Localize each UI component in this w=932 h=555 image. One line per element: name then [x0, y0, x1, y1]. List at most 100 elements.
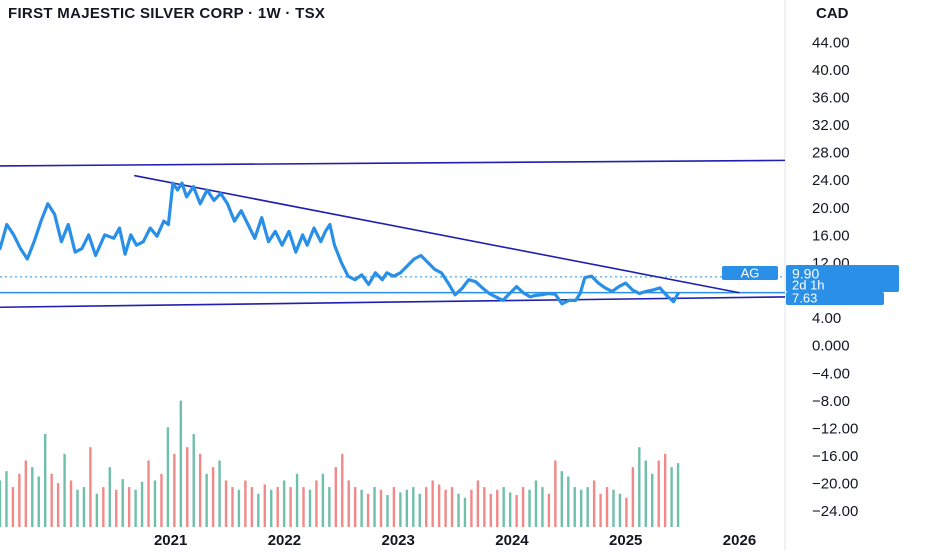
volume-bar	[463, 497, 467, 527]
price-series	[0, 181, 680, 306]
y-tick-label: 20.00	[812, 200, 850, 217]
y-tick-label: 16.00	[812, 227, 850, 244]
volume-bar	[379, 489, 383, 527]
volume-bar	[605, 487, 609, 527]
x-tick-label: 2025	[609, 532, 642, 549]
volume-bar	[153, 480, 157, 527]
volume-bar	[5, 471, 8, 527]
volume-bar	[515, 495, 518, 527]
y-tick-label: 24.00	[812, 172, 850, 189]
y-tick-label: 40.00	[812, 62, 850, 79]
y-tick-label: 32.00	[812, 117, 850, 134]
y-tick-label: 4.00	[812, 310, 841, 327]
volume-bar	[625, 497, 628, 527]
volume-bar	[638, 447, 641, 527]
trendline-3[interactable]	[0, 296, 786, 309]
volume-bar	[399, 492, 402, 527]
trendline-2[interactable]	[134, 174, 740, 294]
y-tick-label: −12.00	[812, 420, 858, 437]
volume-bar	[483, 487, 486, 527]
volume-bar	[140, 481, 144, 527]
volume-bar	[24, 460, 28, 527]
y-tick-label: −8.00	[812, 393, 850, 410]
volume-bar	[534, 480, 538, 527]
y-tick-label: 36.00	[812, 89, 850, 106]
volume-bar	[450, 487, 454, 527]
volume-bar	[334, 467, 338, 527]
volume-bar	[224, 480, 228, 527]
volume-bar	[644, 460, 647, 527]
x-axis-ticks: 2021 2022 2023 2024 2025 2026	[154, 532, 756, 549]
volume-bar	[386, 495, 389, 527]
volume-bar	[173, 453, 176, 527]
volume-bar	[231, 487, 234, 527]
last-price-tag	[786, 265, 899, 292]
level-tag	[786, 292, 884, 305]
volume-bar	[328, 487, 331, 527]
volume-bar	[31, 467, 34, 527]
volume-bar	[341, 453, 344, 527]
symbol-tag	[722, 266, 778, 280]
volume-bar	[127, 487, 131, 527]
volume-bar	[425, 487, 428, 527]
y-tick-label: 44.00	[812, 34, 850, 51]
volume-bar	[134, 489, 137, 527]
volume-bar	[418, 493, 421, 527]
trendline-1[interactable]	[0, 159, 786, 167]
volume-bar	[270, 489, 273, 527]
volume-bar	[192, 433, 195, 527]
volume-bar	[37, 476, 40, 527]
volume-bar	[521, 487, 525, 527]
volume-bar	[437, 484, 441, 527]
level-tag-text: 7.63	[792, 291, 817, 306]
x-tick-label: 2023	[382, 532, 415, 549]
y-axis-ticks: 44.00 40.00 36.00 32.00 28.00 24.00 20.00 16.00…	[812, 34, 858, 520]
volume-bar	[276, 487, 279, 527]
volume-bar	[102, 487, 105, 527]
volume-bar	[179, 400, 183, 527]
volume-bar	[11, 487, 15, 527]
volume-bar	[444, 489, 447, 527]
volume-bar	[631, 467, 635, 527]
volume-bar	[82, 487, 86, 527]
volume-bar	[676, 463, 680, 527]
volume-bar	[554, 460, 557, 527]
volume-bar	[218, 460, 221, 527]
volume-bar	[657, 460, 660, 527]
volume-bar	[0, 480, 2, 527]
volume-bar	[528, 489, 531, 527]
x-tick-label: 2026	[723, 532, 756, 549]
volume-bar	[198, 453, 202, 527]
x-tick-label: 2024	[495, 532, 529, 549]
volume-bar	[295, 473, 299, 527]
volume-bar	[211, 467, 215, 527]
volume-bar	[586, 487, 589, 527]
volume-bar	[502, 487, 505, 527]
volume-bar	[541, 487, 544, 527]
volume-bar	[289, 487, 292, 527]
volume-bar	[470, 489, 473, 527]
volume-bar	[95, 493, 99, 527]
volume-bar	[63, 453, 66, 527]
volume-bar	[308, 489, 312, 527]
volume-bar	[263, 484, 266, 527]
y-tick-label: −20.00	[812, 476, 858, 493]
y-tick-label: 28.00	[812, 145, 850, 162]
volume-bar	[476, 480, 480, 527]
trendlines[interactable]	[0, 159, 786, 309]
volume-bar	[353, 487, 357, 527]
volume-bar	[547, 493, 551, 527]
volume-bar	[321, 473, 325, 527]
volume-bar	[373, 487, 376, 527]
volume-bar	[302, 487, 305, 527]
volume-bar	[651, 473, 654, 527]
volume-bar	[250, 487, 254, 527]
volume-bar	[50, 473, 53, 527]
volume-bar	[599, 493, 602, 527]
volume-bar	[18, 473, 21, 527]
volume-bar	[282, 480, 286, 527]
volume-bars	[0, 400, 680, 527]
volume-bar	[237, 489, 241, 527]
